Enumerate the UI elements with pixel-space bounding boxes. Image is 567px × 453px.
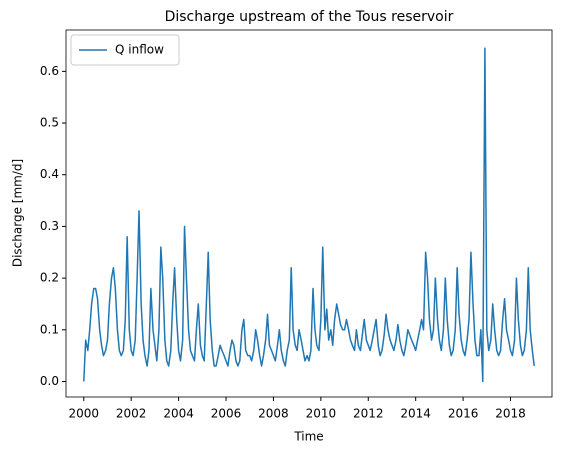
x-tick-label: 2010 xyxy=(306,407,337,421)
x-tick-label: 2012 xyxy=(353,407,384,421)
y-axis-label: Discharge [mm/d] xyxy=(11,159,25,267)
x-tick-label: 2018 xyxy=(495,407,526,421)
y-tick-label: 0.6 xyxy=(40,64,59,78)
x-tick-label: 2006 xyxy=(211,407,242,421)
y-tick-label: 0.0 xyxy=(40,374,59,388)
x-tick-label: 2008 xyxy=(258,407,289,421)
x-tick-label: 2004 xyxy=(163,407,194,421)
legend-box xyxy=(70,34,180,66)
y-tick-label: 0.5 xyxy=(40,116,59,130)
axes-frame xyxy=(65,29,553,398)
x-axis-label: Time xyxy=(293,430,323,444)
x-tick-label: 2002 xyxy=(116,407,147,421)
y-tick-label: 0.1 xyxy=(40,322,59,336)
x-tick-label: 2016 xyxy=(448,407,479,421)
y-tick-label: 0.2 xyxy=(40,271,59,285)
x-tick-label: 2000 xyxy=(69,407,100,421)
y-tick-label: 0.4 xyxy=(40,167,59,181)
data-line xyxy=(83,47,535,383)
x-tick-label: 2014 xyxy=(400,407,431,421)
legend-label: Q inflow xyxy=(115,43,164,57)
y-tick-label: 0.3 xyxy=(40,219,59,233)
chart-title: Discharge upstream of the Tous reservoir xyxy=(165,9,454,25)
